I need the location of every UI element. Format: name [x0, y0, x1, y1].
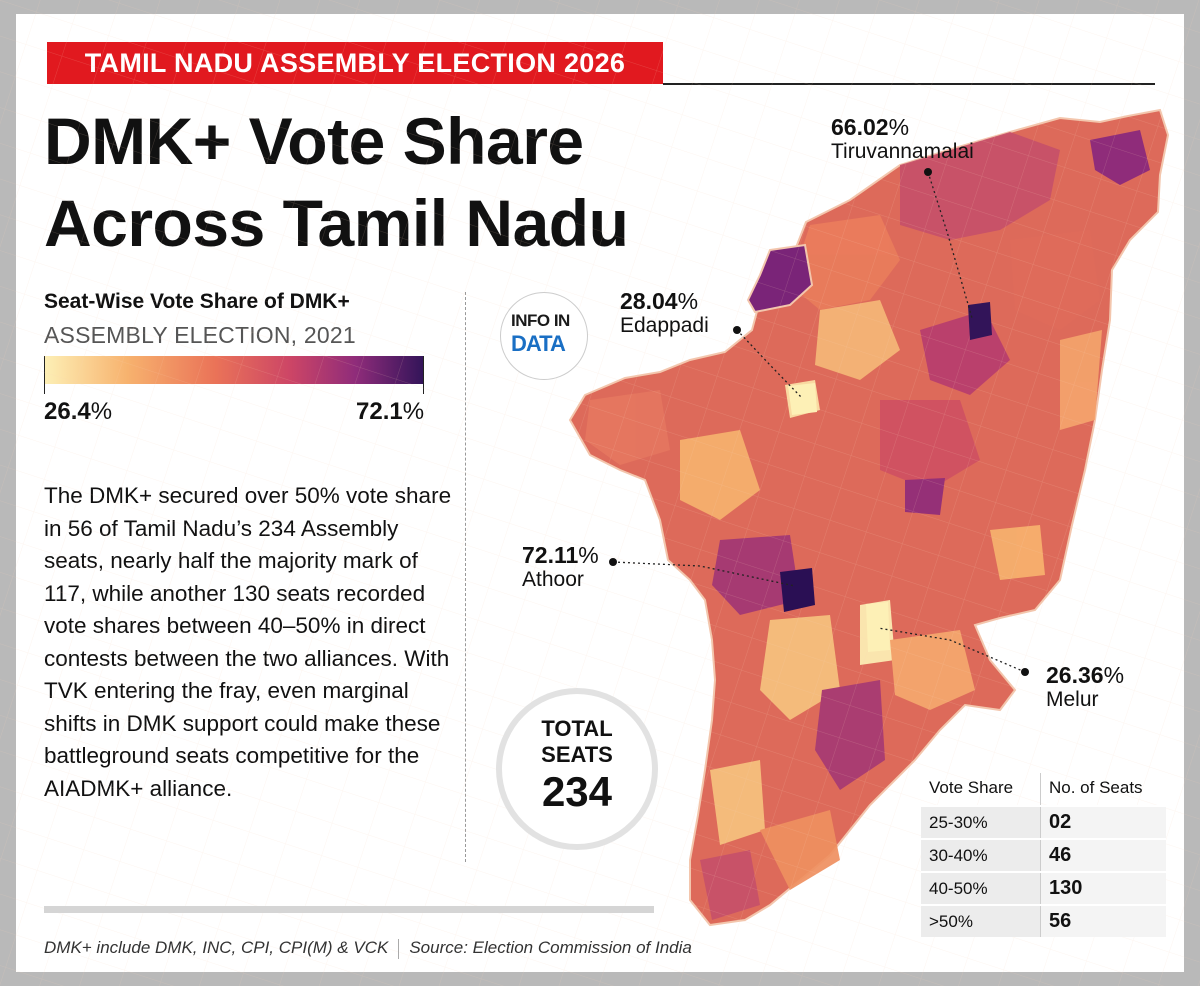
- callout-name: Edappadi: [620, 314, 709, 337]
- table-header-row: Vote Share No. of Seats: [921, 773, 1166, 806]
- seat-distribution-table: Vote Share No. of Seats 25-30% 02 30-40%…: [921, 773, 1166, 937]
- callout-name: Melur: [1046, 688, 1099, 711]
- leader-melur: [877, 627, 1026, 673]
- logo-line-2: DATA: [511, 331, 566, 356]
- callout-value: 26.36: [1046, 662, 1104, 688]
- callout-athoor: 72.11% Athoor: [522, 542, 599, 591]
- callout-name: Tiruvannamalai: [831, 140, 974, 163]
- dot-tiruvannamalai: [924, 168, 932, 176]
- table-cell-seats: 130: [1040, 871, 1166, 905]
- total-label-1: TOTAL: [541, 716, 613, 741]
- footer: DMK+ include DMK, INC, CPI, CPI(M) & VCK…: [44, 938, 692, 959]
- callout-edappadi: 28.04% Edappadi: [620, 288, 709, 337]
- table-row: 30-40% 46: [921, 838, 1166, 872]
- callout-value: 66.02: [831, 114, 889, 140]
- table-row: >50% 56: [921, 904, 1166, 937]
- table-row: 25-30% 02: [921, 805, 1166, 839]
- footer-note: DMK+ include DMK, INC, CPI, CPI(M) & VCK: [44, 938, 389, 957]
- callout-unit: %: [1103, 662, 1125, 688]
- callout-melur: 26.36% Melur: [1046, 662, 1124, 711]
- seat-athoor: [780, 568, 815, 612]
- leader-tiruvannamalai: [927, 171, 973, 319]
- table-cell-range: >50%: [921, 904, 1041, 937]
- callout-unit: %: [888, 114, 910, 140]
- footer-separator: [398, 938, 400, 959]
- seat-melur: [866, 602, 890, 652]
- table-cell-range: 25-30%: [921, 805, 1041, 839]
- callout-unit: %: [578, 542, 599, 568]
- callout-name: Athoor: [522, 568, 584, 591]
- table-cell-seats: 56: [1040, 904, 1166, 937]
- footer-source: Source: Election Commission of India: [409, 938, 692, 957]
- dot-edappadi: [733, 326, 741, 334]
- logo-line-1: INFO IN: [511, 311, 570, 330]
- table-cell-seats: 46: [1040, 838, 1166, 872]
- total-seats-badge: TOTAL SEATS 234: [496, 688, 658, 850]
- dot-athoor: [609, 558, 617, 566]
- leader-athoor: [612, 561, 796, 587]
- dot-melur: [1021, 668, 1029, 676]
- leader-edappadi: [736, 329, 803, 399]
- seat-tiruvannamalai: [968, 302, 992, 340]
- table-cell-range: 40-50%: [921, 871, 1041, 905]
- table-header-vote-share: Vote Share: [921, 773, 1041, 806]
- table-row: 40-50% 130: [921, 871, 1166, 905]
- table-header-seats: No. of Seats: [1049, 778, 1143, 797]
- table-cell-range: 30-40%: [921, 838, 1041, 872]
- total-label-2: SEATS: [541, 742, 613, 767]
- total-value: 234: [541, 768, 613, 815]
- callout-unit: %: [677, 288, 699, 314]
- table-cell-seats: 02: [1040, 805, 1166, 839]
- info-in-data-logo: INFO IN DATA: [500, 292, 588, 380]
- bottom-rule: [44, 906, 654, 913]
- seat-edappadi: [788, 383, 817, 415]
- callout-tiruvannamalai: 66.02% Tiruvannamalai: [831, 114, 974, 163]
- callout-value: 72.11: [522, 542, 579, 568]
- callout-value: 28.04: [620, 288, 678, 314]
